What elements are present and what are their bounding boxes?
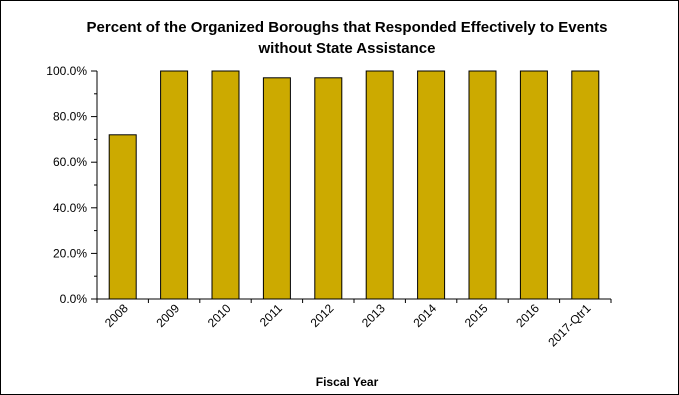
chart-title-line-2: without State Assistance bbox=[258, 40, 436, 57]
x-tick-label: 2014 bbox=[410, 301, 439, 330]
x-tick-label: 2013 bbox=[359, 301, 388, 330]
y-tick-label: 80.0% bbox=[53, 110, 87, 124]
x-tick-label: 2016 bbox=[513, 301, 542, 330]
bar-2010 bbox=[211, 70, 240, 300]
bar-2017-Qtr1 bbox=[571, 70, 600, 300]
bar-2015 bbox=[468, 70, 497, 300]
x-tick-label: 2012 bbox=[308, 301, 337, 330]
bar-series bbox=[108, 70, 600, 300]
x-axis: 2008 2009 2010 2011 2012 2013 2014 2015 2016 2017… bbox=[96, 298, 612, 349]
bar-2012 bbox=[314, 77, 343, 300]
bar-2014 bbox=[417, 70, 446, 300]
y-tick-label: 20.0% bbox=[53, 246, 87, 260]
bar-2008 bbox=[108, 134, 137, 300]
y-tick-label: 40.0% bbox=[53, 201, 87, 215]
x-axis-label: Fiscal Year bbox=[316, 375, 379, 389]
bar-2016 bbox=[519, 70, 548, 300]
chart-title-line-1: Percent of the Organized Boroughs that R… bbox=[87, 19, 608, 36]
y-axis: 0.0% 20.0% 40.0% 60.0% 80.0% 100.0% bbox=[46, 64, 98, 306]
bar-2013 bbox=[365, 70, 394, 300]
bar-2011 bbox=[262, 77, 291, 300]
x-tick-label: 2011 bbox=[257, 301, 285, 329]
x-tick-label: 2009 bbox=[153, 301, 182, 330]
y-tick-label: 100.0% bbox=[46, 64, 87, 78]
x-tick-label: 2017-Qtr1 bbox=[545, 301, 593, 349]
x-tick-label: 2015 bbox=[462, 301, 491, 330]
bar-2009 bbox=[160, 70, 189, 300]
y-tick-label: 60.0% bbox=[53, 155, 87, 169]
x-tick-label: 2010 bbox=[205, 301, 234, 330]
x-tick-label: 2008 bbox=[102, 301, 131, 330]
y-tick-label: 0.0% bbox=[60, 292, 88, 306]
